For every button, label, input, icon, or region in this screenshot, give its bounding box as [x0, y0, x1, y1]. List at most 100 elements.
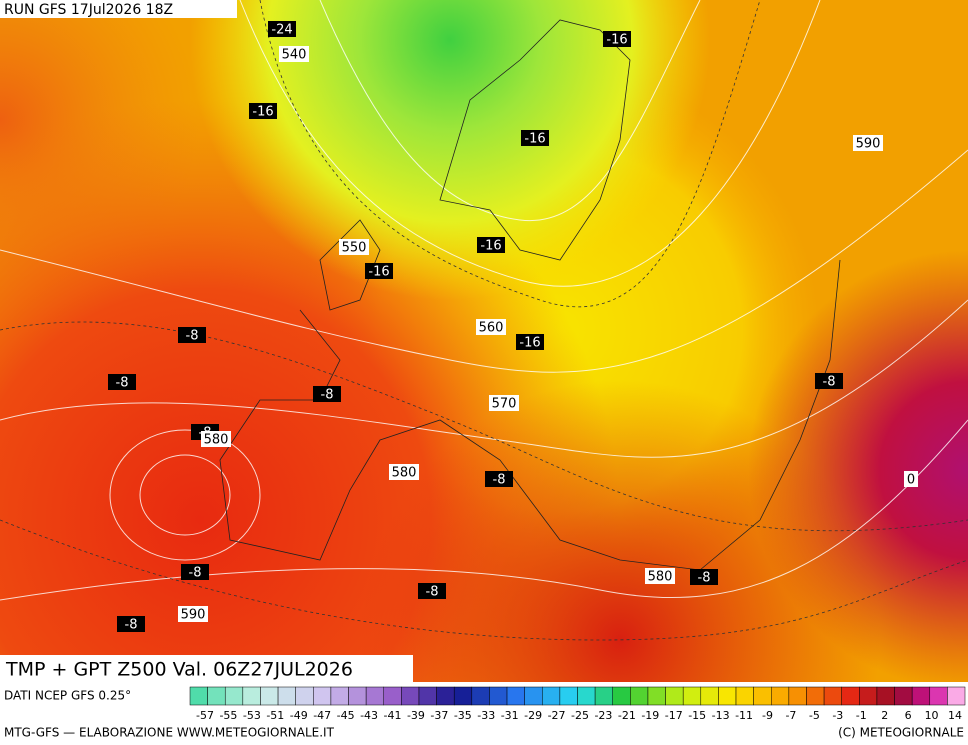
colorbar-label: -23 — [594, 709, 612, 722]
colorbar-cell — [947, 686, 966, 706]
contours — [0, 0, 968, 601]
copyright: (C) METEOGIORNALE — [838, 726, 964, 740]
colorbar-cell — [295, 686, 314, 706]
temp-box — [815, 373, 843, 389]
temp-box — [521, 130, 549, 146]
temp-label: -8 — [116, 376, 129, 391]
colorbar-label: -49 — [290, 709, 308, 722]
gpt-label: 580 — [204, 433, 229, 448]
gpt-label: 580 — [648, 570, 673, 585]
colorbar-cell — [612, 686, 631, 706]
temp-label: -8 — [698, 571, 711, 586]
gpt-label: 560 — [479, 321, 504, 336]
colorbar-label: -11 — [735, 709, 753, 722]
temp-label: -24 — [271, 23, 292, 38]
temp-box — [181, 564, 209, 580]
colorbar-cell — [735, 686, 754, 706]
colorbar-label: -27 — [548, 709, 566, 722]
temp-label: -8 — [186, 329, 199, 344]
colorbar-label: -19 — [641, 709, 659, 722]
colorbar-label: -55 — [219, 709, 237, 722]
colorbar-label: -15 — [688, 709, 706, 722]
colorbar-label: -29 — [524, 709, 542, 722]
temp-label: -8 — [493, 473, 506, 488]
temp-label: -8 — [321, 388, 334, 403]
gpt-label: 590 — [856, 137, 881, 152]
run-box — [0, 0, 237, 18]
run-label: RUN GFS 17Jul2026 18Z — [4, 2, 173, 18]
map-background — [0, 0, 968, 682]
colorbar-label: -9 — [762, 709, 773, 722]
colorbar-cell — [647, 686, 666, 706]
colorbar-cell — [542, 686, 561, 706]
colorbar-label: -7 — [785, 709, 796, 722]
gpt-box — [339, 239, 369, 255]
colorbar-label: -31 — [501, 709, 519, 722]
gpt-box — [279, 46, 309, 62]
colorbar-label: 10 — [925, 709, 939, 722]
temp-label: -16 — [252, 105, 273, 120]
gpt-label: 570 — [492, 397, 517, 412]
colorbar-cell — [313, 686, 332, 706]
temp-box — [178, 327, 206, 343]
gpt-box — [489, 395, 519, 411]
gpt-box — [201, 431, 231, 447]
temp-box — [904, 471, 918, 487]
colorbar-label: -45 — [337, 709, 355, 722]
colorbar-cell — [911, 686, 931, 706]
colorbar-label: -3 — [832, 709, 843, 722]
colorbar-cell — [348, 686, 367, 706]
isotherms — [0, 0, 968, 641]
temp-box — [418, 583, 446, 599]
colorbar-cell — [189, 686, 208, 706]
credit: MTG-GFS — ELABORAZIONE WWW.METEOGIORNALE… — [4, 726, 335, 740]
colorbar-cell — [242, 686, 261, 706]
colorbar-label: -13 — [712, 709, 730, 722]
gpt-box — [853, 135, 883, 151]
colorbar-cell — [577, 686, 596, 706]
colorbar-label: -43 — [360, 709, 378, 722]
temp-label: -8 — [189, 566, 202, 581]
map-labels: -24-16-16-16-16-16-16-8-8-8-8-8-8-8-8-8-… — [108, 21, 918, 633]
temp-box — [690, 569, 718, 585]
temp-label: -8 — [823, 375, 836, 390]
colorbar-cell — [453, 686, 473, 706]
temp-label: 0 — [907, 473, 915, 488]
colorbar-cell — [260, 686, 279, 706]
colorbar-cell — [365, 686, 384, 706]
colorbar-cell — [718, 686, 737, 706]
colorbar-cell — [224, 686, 244, 706]
temp-label: -8 — [426, 585, 439, 600]
colorbar: -57 -55 -53 -51 -49 -47 -45 -43 -41 -39 -37 -35 -33-… — [189, 686, 966, 722]
colorbar-cell — [806, 686, 825, 706]
colorbar-cell — [700, 686, 719, 706]
temp-box — [365, 263, 393, 279]
gpt-label: 590 — [181, 608, 206, 623]
colorbar-cell — [559, 686, 578, 706]
colorbar-label: 6 — [905, 709, 912, 722]
colorbar-label: -57 — [196, 709, 214, 722]
colorbar-label: -21 — [618, 709, 636, 722]
colorbar-cell — [753, 686, 772, 706]
colorbar-cell — [594, 686, 613, 706]
temp-box — [117, 616, 145, 632]
gpt-label: 550 — [342, 241, 367, 256]
gpt-box — [476, 319, 506, 335]
colorbar-cell — [788, 686, 807, 706]
source: DATI NCEP GFS 0.25° — [4, 689, 131, 703]
temp-label: -16 — [524, 132, 545, 147]
colorbar-label: -39 — [407, 709, 425, 722]
colorbar-cell — [823, 686, 842, 706]
colorbar-cell — [207, 686, 226, 706]
colorbar-cell — [471, 686, 490, 706]
colorbar-cell — [630, 686, 649, 706]
colorbar-cell — [929, 686, 948, 706]
temp-box — [249, 103, 277, 119]
colorbar-label: -41 — [384, 709, 402, 722]
colorbar-cell — [894, 686, 913, 706]
temp-label: -16 — [606, 33, 627, 48]
colorbar-cell — [506, 686, 525, 706]
colorbar-label: -1 — [856, 709, 867, 722]
colorbar-label: -51 — [266, 709, 284, 722]
